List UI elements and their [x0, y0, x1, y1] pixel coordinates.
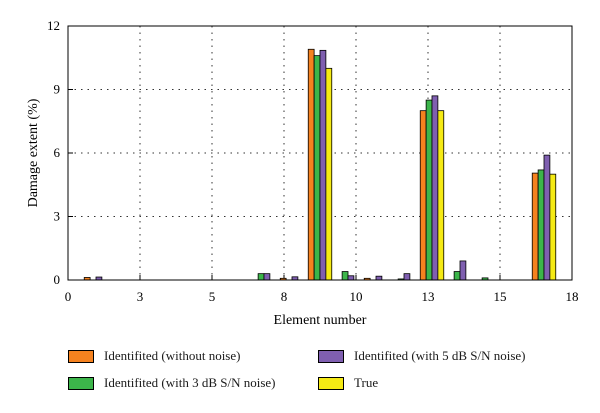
bar: [263, 273, 271, 281]
plot-frame: [67, 25, 573, 281]
y-tick-label: 9: [54, 82, 61, 97]
x-tick-label: 13: [422, 289, 435, 304]
x-tick-label: 18: [566, 289, 579, 304]
y-tick-label: 12: [47, 18, 60, 33]
bar: [425, 99, 433, 281]
x-tick-labels: 0 3 5 8 10 13 15 18: [65, 289, 579, 304]
y-axis-label: Damage extent (%): [26, 98, 41, 207]
x-tick-label: 0: [65, 289, 72, 304]
bar: [325, 67, 333, 281]
bar: [549, 173, 557, 281]
bar: [419, 110, 427, 281]
bar: [319, 49, 327, 281]
bar: [531, 172, 539, 281]
bar: [537, 169, 545, 281]
y-tick-labels: 0 3 6 9 12: [47, 18, 61, 287]
bar: [459, 260, 467, 281]
y-tick-label: 6: [54, 145, 61, 160]
x-axis-label: Element number: [274, 313, 367, 328]
bar: [437, 110, 445, 281]
x-tick-label: 5: [209, 289, 216, 304]
y-tick-label: 0: [54, 272, 61, 287]
bar: [257, 273, 265, 281]
bar: [543, 154, 551, 281]
bar: [313, 55, 321, 281]
x-tick-label: 3: [137, 289, 144, 304]
x-tick-label: 10: [350, 289, 363, 304]
y-tick-label: 3: [54, 209, 61, 224]
bar: [341, 271, 349, 281]
bars: [83, 48, 557, 281]
x-tick-label: 15: [494, 289, 507, 304]
bar: [347, 275, 355, 281]
bar: [403, 273, 411, 281]
x-tick-label: 8: [281, 289, 288, 304]
bar: [375, 275, 383, 281]
bar: [453, 271, 461, 281]
bar: [431, 95, 439, 281]
bar: [307, 48, 315, 281]
